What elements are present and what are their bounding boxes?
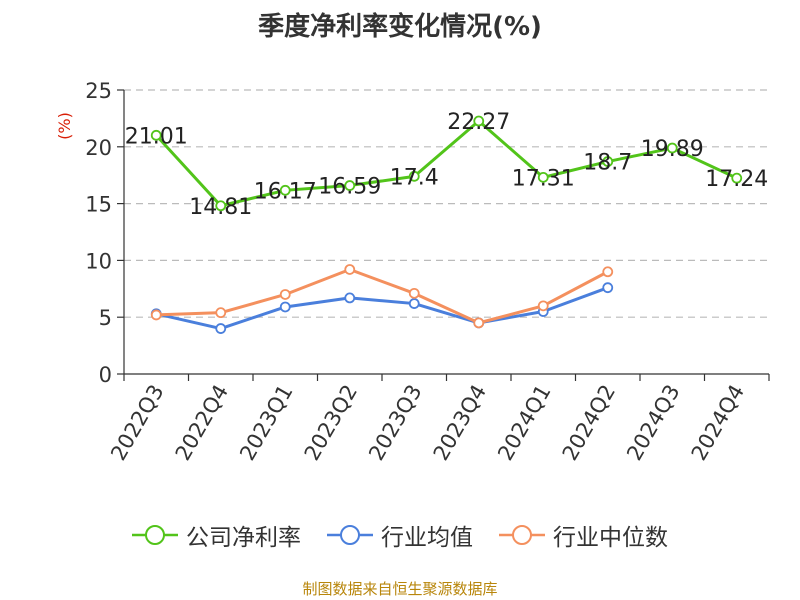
data-point — [408, 287, 420, 299]
data-point — [537, 171, 549, 183]
x-tick-label: 2023Q2 — [300, 381, 362, 465]
data-point — [150, 309, 162, 321]
data-point — [150, 129, 162, 141]
series-line-2 — [155, 286, 609, 331]
x-tick-label: 2023Q4 — [429, 381, 491, 465]
data-label: 17.31 — [512, 166, 575, 191]
legend-label: 行业中位数 — [553, 525, 668, 551]
data-point — [215, 200, 227, 212]
x-tick-label: 2023Q1 — [235, 381, 297, 465]
data-point — [279, 184, 291, 196]
chart-title: 季度净利率变化情况(%) — [258, 12, 542, 42]
data-point — [537, 300, 549, 312]
y-axis-label: (%) — [55, 112, 74, 140]
data-label: 17.4 — [390, 165, 439, 190]
data-label: 16.17 — [254, 179, 317, 204]
data-label: 19.89 — [641, 137, 704, 162]
data-point — [602, 282, 614, 294]
data-point — [666, 142, 678, 154]
source-note: 制图数据来自恒生聚源数据库 — [302, 580, 498, 598]
data-label: 16.59 — [318, 175, 381, 200]
legend-item-3[interactable]: 行业中位数 — [499, 518, 668, 552]
legend: 公司净利率 行业均值 行业中位数 — [0, 518, 800, 552]
data-point — [473, 115, 485, 127]
y-tick-label: 0 — [99, 363, 112, 387]
y-tick-label: 15 — [85, 193, 112, 217]
x-tick-label: 2022Q4 — [171, 381, 233, 465]
legend-swatch — [327, 525, 373, 545]
data-label: 17.24 — [705, 167, 768, 192]
legend-marker — [145, 525, 165, 545]
data-point — [344, 264, 356, 275]
data-label: 18.7 — [583, 151, 632, 176]
x-tick-label: 2024Q2 — [558, 381, 620, 465]
legend-swatch — [499, 525, 545, 545]
y-tick-label: 25 — [85, 79, 112, 103]
data-point — [408, 170, 420, 182]
series-line-3 — [156, 267, 609, 325]
x-tick-label: 2024Q4 — [687, 381, 749, 465]
legend-label: 行业均值 — [381, 525, 473, 551]
data-point — [602, 156, 614, 167]
x-tick-label: 2022Q3 — [106, 381, 168, 465]
data-point — [344, 292, 356, 304]
y-tick-label: 20 — [85, 136, 112, 160]
series — [150, 115, 743, 334]
data-point — [602, 266, 614, 278]
data-point — [279, 289, 291, 300]
legend-marker — [512, 525, 532, 545]
data-point — [215, 323, 227, 334]
y-tick-label: 5 — [99, 306, 112, 330]
data-point — [408, 298, 420, 309]
data-point — [215, 307, 227, 319]
y-tick-label: 10 — [85, 249, 112, 273]
legend-marker — [340, 525, 360, 545]
data-label: 14.81 — [189, 195, 252, 220]
data-point — [279, 301, 291, 313]
x-tick-label: 2024Q3 — [622, 381, 684, 465]
legend-swatch — [132, 525, 178, 545]
legend-item-2[interactable]: 行业均值 — [327, 518, 473, 552]
x-tick-label: 2023Q3 — [364, 381, 426, 465]
data-label: 22.27 — [447, 110, 510, 135]
legend-item-1[interactable]: 公司净利率 — [132, 518, 301, 552]
series-line-1 — [155, 119, 738, 208]
data-label: 21.01 — [125, 124, 188, 149]
data-point — [473, 317, 485, 329]
legend-label: 公司净利率 — [186, 525, 301, 551]
x-tick-label: 2024Q1 — [493, 381, 555, 465]
data-point — [731, 172, 743, 184]
data-point — [344, 180, 356, 191]
